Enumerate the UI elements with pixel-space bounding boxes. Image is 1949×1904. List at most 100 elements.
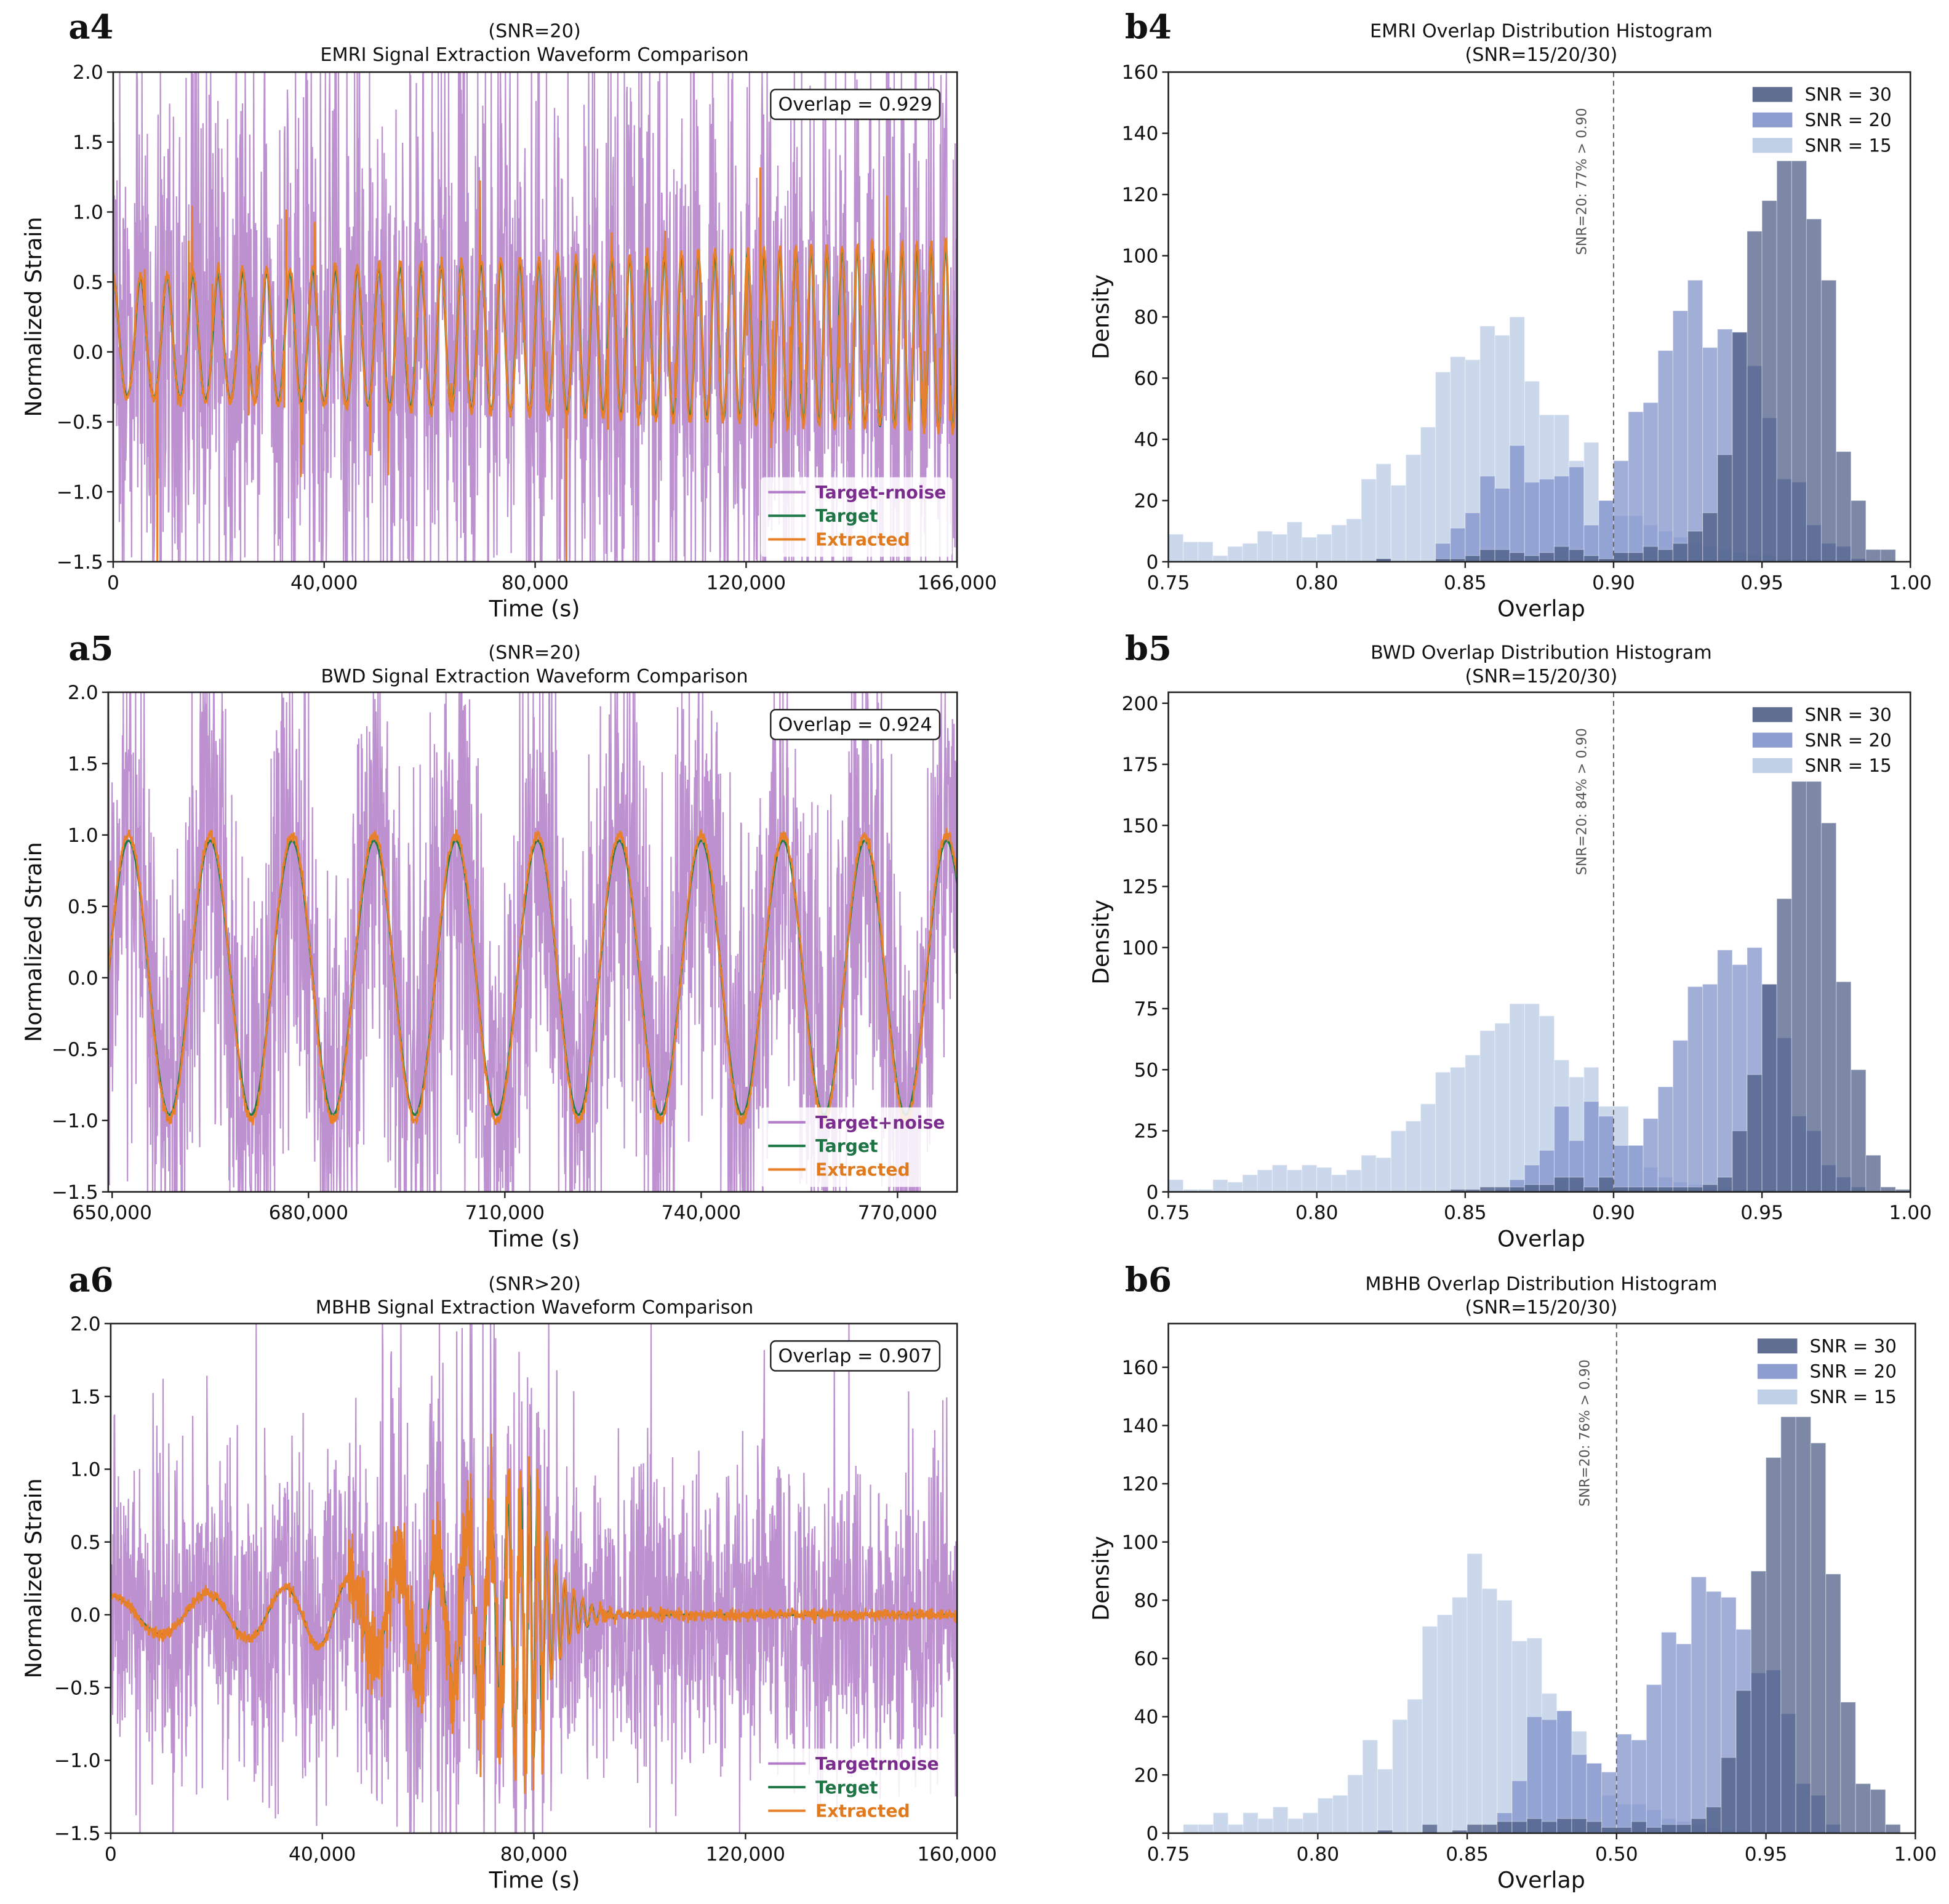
histogram-bar <box>1272 1806 1289 1833</box>
histogram-bar <box>1643 402 1659 562</box>
x-tick-label: 740,000 <box>662 1202 741 1224</box>
legend-label: SNR = 30 <box>1805 704 1892 725</box>
histogram-bar <box>1776 160 1792 562</box>
histogram-bar <box>1257 1169 1273 1192</box>
legend-swatch <box>1752 138 1793 153</box>
histogram-bar <box>1556 1710 1572 1833</box>
panel-label: b6 <box>1125 1260 1172 1299</box>
histogram-bar <box>1840 1702 1856 1833</box>
y-tick-label: 0.5 <box>70 1532 101 1554</box>
histogram-bar <box>1691 1818 1707 1833</box>
histogram-bar <box>1820 822 1837 1192</box>
histogram-bar <box>1747 1074 1763 1192</box>
histogram-bar <box>1450 1189 1466 1192</box>
chart-subtitle: EMRI Signal Extraction Waveform Comparis… <box>320 44 748 66</box>
histogram-bar <box>1895 1189 1911 1192</box>
panel-label: a6 <box>68 1260 113 1299</box>
x-axis-label: Overlap <box>1497 1867 1585 1894</box>
histogram-bar <box>1420 1103 1436 1192</box>
histogram-bar <box>1390 484 1406 562</box>
histogram-bar <box>1435 1071 1451 1192</box>
histogram-bar <box>1497 1599 1513 1833</box>
histogram-bar <box>1616 1826 1632 1833</box>
histogram-bar <box>1687 986 1703 1192</box>
histogram-bar <box>1287 1818 1303 1833</box>
y-tick-label: 1.0 <box>68 825 98 847</box>
y-tick-label: 40 <box>1134 1706 1159 1729</box>
y-tick-label: −1.5 <box>57 551 103 574</box>
histogram-bar <box>1717 454 1733 562</box>
histogram-bar <box>1586 1821 1603 1833</box>
y-tick-label: 80 <box>1134 306 1159 329</box>
x-axis-label: Time (s) <box>489 1867 580 1894</box>
y-tick-label: 160 <box>1122 62 1159 84</box>
y-tick-label: 120 <box>1122 184 1159 206</box>
histogram-bar <box>1316 534 1332 562</box>
y-tick-label: 1.5 <box>73 132 103 154</box>
y-tick-label: 1.0 <box>70 1459 101 1481</box>
histogram-bar <box>1657 350 1674 562</box>
histogram-bar <box>1795 1416 1812 1833</box>
histogram-bar <box>1851 1069 1867 1192</box>
x-axis-label: Time (s) <box>489 596 580 622</box>
histogram-bar <box>1761 983 1777 1192</box>
threshold-annotation: SNR=20: 76% > 0.90 <box>1577 1359 1593 1506</box>
histogram-bar <box>1598 1177 1614 1192</box>
y-tick-label: 140 <box>1122 1415 1159 1438</box>
plot-area <box>1168 781 1911 1192</box>
legend-label-target: Target <box>815 506 878 526</box>
x-tick-label: 0.95 <box>1740 572 1783 594</box>
x-tick-label: 0.95 <box>1740 1202 1783 1224</box>
legend-swatch <box>1752 707 1793 722</box>
histogram-bar <box>1780 1416 1796 1833</box>
legend-swatch <box>1752 758 1793 774</box>
histogram-bar <box>1613 552 1629 562</box>
y-tick-label: −0.5 <box>52 1039 98 1061</box>
histogram-bar <box>1286 1169 1303 1192</box>
histogram-bar <box>1183 541 1199 562</box>
histogram-bar <box>1628 552 1644 562</box>
histogram-bar <box>1705 1806 1722 1833</box>
histogram-bar <box>1613 460 1629 562</box>
legend-label: SNR = 30 <box>1805 84 1892 105</box>
histogram-bar <box>1747 231 1763 562</box>
histogram-bar <box>1228 1824 1244 1833</box>
histogram-bar <box>1526 1716 1543 1833</box>
histogram-bar <box>1450 356 1466 562</box>
histogram-bar <box>1467 1553 1483 1833</box>
y-tick-label: 140 <box>1122 123 1159 145</box>
series-extracted <box>108 828 958 1127</box>
legend-label: SNR = 15 <box>1805 135 1892 156</box>
histogram-bar <box>1316 1167 1332 1192</box>
histogram-bar <box>1702 983 1718 1192</box>
histogram-bar <box>1865 549 1881 562</box>
series-target-noise <box>108 692 958 1192</box>
overlap-box: Overlap = 0.929 <box>770 89 941 121</box>
legend: SNR = 30 SNR = 20 SNR = 15 <box>1757 1335 1897 1407</box>
histogram-bar <box>1361 478 1377 562</box>
y-tick-label: 1.5 <box>70 1386 101 1408</box>
x-axis-label: Overlap <box>1497 1226 1585 1252</box>
histogram-bar <box>1271 1164 1288 1192</box>
histogram-bar <box>1405 1121 1422 1192</box>
y-tick-label: 1.5 <box>68 753 98 775</box>
histogram-bar <box>1646 1684 1662 1833</box>
legend-label: SNR = 20 <box>1810 1361 1897 1382</box>
histogram-bar <box>1855 1783 1871 1833</box>
histogram-bar <box>1539 552 1555 562</box>
histogram-bar <box>1347 1774 1363 1833</box>
histogram-bar <box>1705 1591 1722 1833</box>
histogram-bar <box>1765 1457 1782 1833</box>
histogram-bar <box>1481 1588 1498 1833</box>
histogram-bar <box>1420 426 1436 562</box>
y-tick-label: 125 <box>1122 876 1159 898</box>
histogram-bar <box>1661 1824 1677 1833</box>
y-tick-label: 200 <box>1122 693 1159 715</box>
axes-frame <box>1167 1322 1916 1834</box>
plot-area <box>1168 160 1896 562</box>
y-tick-label: 0.5 <box>73 271 103 294</box>
legend: SNR = 30 SNR = 20 SNR = 15 <box>1752 84 1892 156</box>
legend: Targetrnoise Terget Extracted <box>761 1748 953 1828</box>
histogram-bar <box>1436 1614 1453 1833</box>
histogram-bar <box>1257 1818 1274 1833</box>
